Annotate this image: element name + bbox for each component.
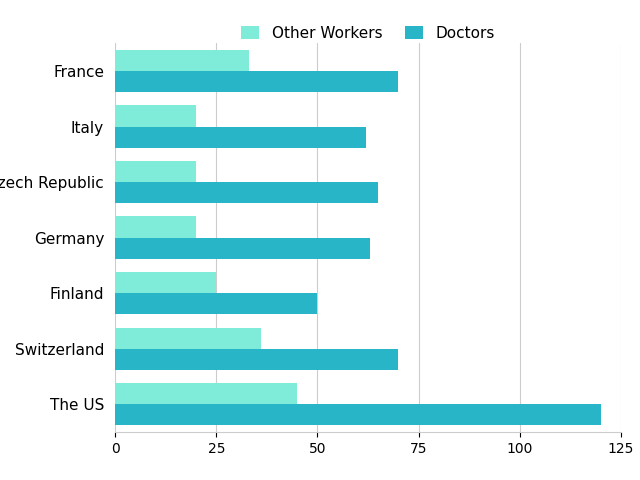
Bar — [115, 272, 216, 293]
Bar — [115, 348, 398, 370]
Bar — [115, 216, 196, 238]
Legend: Other Workers, Doctors: Other Workers, Doctors — [235, 20, 501, 47]
Bar — [115, 127, 366, 148]
Bar — [115, 238, 370, 259]
Bar — [115, 182, 378, 203]
Bar — [115, 71, 398, 92]
Bar — [115, 50, 249, 71]
Bar — [115, 161, 196, 182]
Bar — [115, 293, 317, 314]
Bar — [115, 106, 196, 127]
Bar — [115, 383, 297, 404]
Bar — [115, 404, 600, 425]
Bar — [115, 327, 261, 348]
